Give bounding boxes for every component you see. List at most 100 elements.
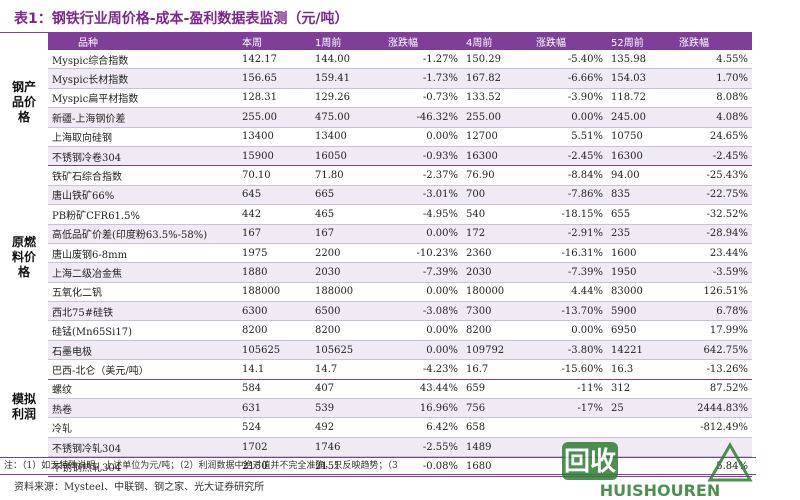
row-label: 上海取向硅钢 <box>48 127 238 147</box>
table-cell: 2360 <box>462 243 532 264</box>
table-cell: 700 <box>462 185 532 206</box>
table-cell: -2.91% <box>532 224 607 244</box>
table-cell: 8.08% <box>675 88 752 109</box>
table-cell: 4.55% <box>675 50 752 70</box>
table-cell: 1600 <box>607 243 675 264</box>
table-cell: 645 <box>238 185 311 206</box>
row-label: 上海二级冶金焦 <box>48 262 238 283</box>
table-cell: -0.08% <box>384 456 462 477</box>
table-cell: 14221 <box>607 340 675 361</box>
table-cell: 1746 <box>311 437 384 458</box>
table-row: 巴西-北仑（美元/吨） 14.1 14.7 -4.23% 16.7 -15.60% 16.3… <box>48 359 752 380</box>
row-label: 高低品矿价差(印度粉63.5%-58%) <box>48 224 238 244</box>
table-cell: 255.00 <box>462 107 532 128</box>
row-label: PB粉矿CFR61.5% <box>48 204 238 225</box>
table-cell: 0.00% <box>384 282 462 303</box>
table-row: 唐山铁矿66% 645 665 -3.01% 700 -7.86% 835 -22.75% <box>48 185 752 206</box>
table-row: 新疆-上海钢价差 255.00 475.00 -46.32% 255.00 0.00% 24… <box>48 107 752 128</box>
table-cell: 5.51% <box>532 127 607 147</box>
table-cell: 118.72 <box>607 88 675 109</box>
table-cell: -13.26% <box>675 359 752 380</box>
price-table: 品种 本周 1周前 涨跌幅 4周前 涨跌幅 52周前 涨跌幅 Myspic综合指数 142.17… <box>48 33 752 477</box>
table-cell: -0.73% <box>384 88 462 109</box>
table-cell: 6.42% <box>384 417 462 438</box>
table-row: 唐山废钢6-8mm 1975 2200 -10.23% 2360 -16.31% 1600 2… <box>48 243 752 264</box>
table-cell: 12700 <box>462 127 532 147</box>
row-label: 五氧化二钒 <box>48 282 238 303</box>
row-label: 不锈钢冷轧304 <box>48 437 238 458</box>
price-table-wrap: 品种 本周 1周前 涨跌幅 4周前 涨跌幅 52周前 涨跌幅 Myspic综合指数 142.17… <box>48 33 752 477</box>
table-cell: 1950 <box>607 262 675 283</box>
table-title: 表1：钢铁行业周价格-成本-盈利数据表监测（元/吨） <box>14 11 349 27</box>
table-row: 冷轧 524 492 6.42% 658 -812.49% <box>48 417 752 438</box>
table-cell: -2.55% <box>384 437 462 458</box>
table-cell: -7.86% <box>532 185 607 206</box>
table-cell: 133.52 <box>462 88 532 109</box>
table-cell: 1680 <box>462 456 532 477</box>
table-cell: 159.41 <box>311 68 384 89</box>
table-cell: -0.93% <box>384 146 462 167</box>
table-cell: -4.23% <box>384 359 462 380</box>
column-header: 品种 <box>48 33 238 50</box>
table-cell: 14.1 <box>238 359 311 380</box>
category-raw-material-price: 原燃 料价格 <box>11 235 36 279</box>
table-cell: 642.75% <box>675 340 752 361</box>
table-cell: 16.3 <box>607 359 675 380</box>
table-row: 西北75#硅铁 6300 6500 -3.08% 7300 -13.70% 5900 6.78… <box>48 301 752 322</box>
table-top-border <box>0 32 752 33</box>
table-row: 石墨电极 105625 105625 0.00% 109792 -3.80% 14221 64… <box>48 340 752 361</box>
table-cell: -3.08% <box>384 301 462 322</box>
watermark-badge <box>562 442 618 480</box>
watermark-triangle-icon <box>707 441 753 482</box>
table-cell: 10750 <box>607 127 675 147</box>
table-cell: 43.44% <box>384 379 462 400</box>
row-label: 唐山废钢6-8mm <box>48 243 238 264</box>
table-cell: 8200 <box>462 320 532 341</box>
table-row: 高低品矿价差(印度粉63.5%-58%) 167 167 0.00% 172 -2.91%… <box>48 224 752 244</box>
table-cell: 442 <box>238 204 311 225</box>
table-cell: 172 <box>462 224 532 244</box>
header-row: 品种 本周 1周前 涨跌幅 4周前 涨跌幅 52周前 涨跌幅 <box>48 33 752 50</box>
row-label: 石墨电极 <box>48 340 238 361</box>
table-cell <box>532 417 607 438</box>
table-cell: 150.29 <box>462 50 532 70</box>
table-cell: 142.17 <box>238 50 311 70</box>
table-cell: 312 <box>607 379 675 400</box>
table-cell: 16.7 <box>462 359 532 380</box>
table-row: Myspic综合指数 142.17 144.00 -1.27% 150.29 -5.40%… <box>48 50 752 70</box>
table-cell: 5900 <box>607 301 675 322</box>
table-cell: 835 <box>607 185 675 206</box>
table-cell: 16.96% <box>384 398 462 419</box>
table-cell: -17% <box>532 398 607 419</box>
table-cell: 94.00 <box>607 165 675 186</box>
table-cell: 128.31 <box>238 88 311 109</box>
column-header: 本周 <box>238 33 311 50</box>
table-cell: 0.00% <box>384 340 462 361</box>
table-cell: -15.60% <box>532 359 607 380</box>
table-cell: 6.78% <box>675 301 752 322</box>
table-cell: 1489 <box>462 437 532 458</box>
table-cell: 631 <box>238 398 311 419</box>
row-label: Myspic综合指数 <box>48 50 238 70</box>
table-cell: -25.43% <box>675 165 752 186</box>
table-cell: 0.00% <box>384 127 462 147</box>
table-cell: -4.95% <box>384 204 462 225</box>
table-cell: 83000 <box>607 282 675 303</box>
table-cell: 4.44% <box>532 282 607 303</box>
row-label: 不锈钢冷卷304 <box>48 146 238 167</box>
table-cell: 167 <box>238 224 311 244</box>
table-cell: 6300 <box>238 301 311 322</box>
table-cell: 6950 <box>607 320 675 341</box>
table-cell: 129.26 <box>311 88 384 109</box>
table-cell: 0.00% <box>384 224 462 244</box>
table-cell: 16300 <box>607 146 675 167</box>
row-label: 唐山铁矿66% <box>48 185 238 206</box>
table-cell: 105625 <box>311 340 384 361</box>
table-cell: 0.00% <box>532 320 607 341</box>
table-cell: 167 <box>311 224 384 244</box>
table-cell: -5.40% <box>532 50 607 70</box>
table-cell: -6.66% <box>532 68 607 89</box>
category-steel-price: 钢产 品价格 <box>11 80 36 124</box>
table-row: 铁矿石综合指数 70.10 71.80 -2.37% 76.90 -8.84% 94.00-… <box>48 165 752 186</box>
table-cell: 6500 <box>311 301 384 322</box>
